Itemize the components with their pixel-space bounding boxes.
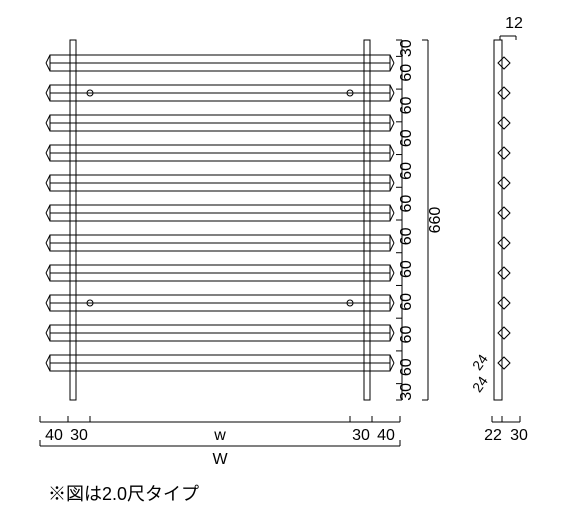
side-bottom-dim: 22 — [484, 427, 502, 444]
dim-right-seg: 60 — [398, 96, 415, 114]
side-top-label: 12 — [505, 15, 523, 32]
dim-right-seg: 60 — [398, 195, 415, 213]
dim-right-seg: 60 — [398, 293, 415, 311]
front-view: 30 60 60 60 60 60 60 60 60 60 60 30 660 40 30 w 30 40 W — [40, 39, 444, 468]
side-view: 12 2424 22 30 — [469, 15, 528, 444]
dim-right-seg: 60 — [398, 129, 415, 147]
dim-right-seg: 60 — [398, 326, 415, 344]
side-diag-label: 24 — [469, 351, 491, 373]
side-diag-label: 24 — [469, 373, 491, 395]
dim-bottom-seg: 40 — [377, 427, 395, 444]
dim-bottom-seg: w — [213, 427, 226, 444]
dim-bottom-seg: 30 — [70, 427, 88, 444]
diagram-root: 30 60 60 60 60 60 60 60 60 60 60 30 660 40 30 w 30 40 W 12 2… — [0, 0, 570, 520]
dim-right-seg: 30 — [398, 383, 415, 401]
dim-right-seg: 60 — [398, 64, 415, 82]
dim-right-total: 660 — [427, 207, 444, 234]
dim-bottom-seg: 40 — [45, 427, 63, 444]
side-bottom-dim: 30 — [510, 427, 528, 444]
dim-right-seg: 60 — [398, 162, 415, 180]
dim-right-seg: 30 — [398, 39, 415, 57]
caption: ※図は2.0尺タイプ — [48, 484, 199, 504]
dim-bottom-seg: 30 — [352, 427, 370, 444]
dim-bottom-total: W — [212, 451, 228, 468]
dim-right-seg: 60 — [398, 358, 415, 376]
dim-right-seg: 60 — [398, 227, 415, 245]
dim-right-seg: 60 — [398, 260, 415, 278]
